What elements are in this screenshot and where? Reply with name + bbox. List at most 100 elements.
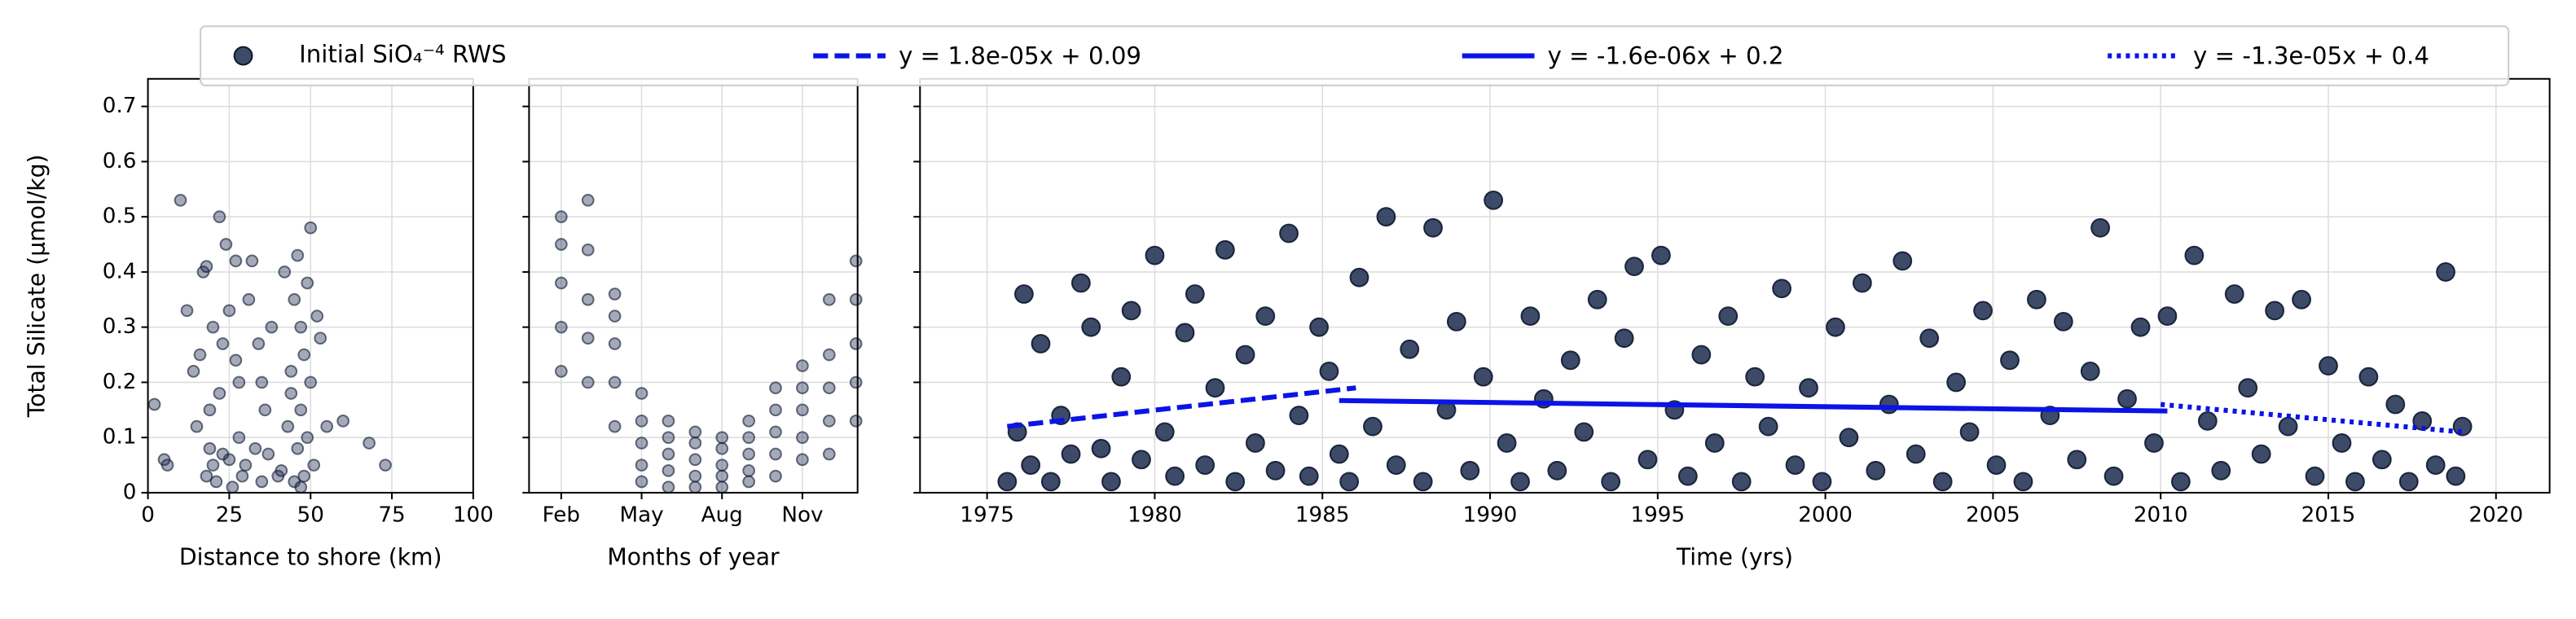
data-point [1423,217,1443,238]
data-point [275,463,288,477]
data-point [849,337,863,350]
data-point [1497,433,1517,453]
data-point [2211,460,2231,481]
panel: 1975 1980 1985 1990 1995 2000 2005 2010 2015 2020… [913,77,2551,571]
data-point [1070,273,1091,293]
data-point [160,459,174,472]
x-tick-label: 2000 [1798,503,1853,528]
data-point [1651,245,1671,266]
data-point [581,292,595,306]
data-point [1309,317,1330,337]
data-point [608,419,622,433]
data-point [1826,317,1845,337]
data-point [2067,450,2087,470]
panel: 0 0.1 0.2 0.3 0.4 0.5 0.6 0.7 0 25 50 75 100 Distance… [23,77,494,571]
data-point [1235,345,1255,365]
x-tick-label: 2015 [2301,503,2356,528]
x-tick-label: Aug [701,503,743,528]
x-tick-label: May [619,503,663,528]
data-point [635,437,648,450]
data-point [742,463,756,477]
data-point [608,310,622,323]
data-point [336,414,350,428]
data-point [662,481,675,494]
data-point [1091,438,1111,459]
data-point [742,414,756,428]
legend-label: y = 1.8e-05x + 0.09 [899,42,1141,70]
data-point [715,481,729,494]
data-point [304,375,318,389]
data-point [200,260,213,274]
data-point [1299,466,1319,486]
data-point [1510,472,1530,492]
data-point [2358,367,2379,387]
data-point [1195,455,1215,475]
data-point [1446,312,1466,331]
data-point [294,481,308,494]
data-point [635,475,648,489]
data-point [1637,450,1658,470]
data-point [1919,328,1940,349]
data-point [294,403,308,417]
data-point [232,375,246,389]
x-tick-label: 1990 [1463,503,1518,528]
data-point [1132,450,1151,470]
data-point [2157,306,2178,327]
data-point [2224,284,2244,304]
data-point [147,397,161,411]
data-point [581,193,595,207]
data-point [1145,245,1165,266]
data-point [1624,257,1644,277]
data-point [662,447,675,461]
x-tick-label: 100 [453,503,494,528]
data-point [206,320,220,334]
data-point [1547,460,1567,481]
legend-label: Initial SiO₄⁻⁴ RWS [299,41,507,68]
data-point [688,425,702,439]
data-point [2345,472,2365,492]
data-point [822,381,836,395]
data-point [1785,455,1805,475]
data-point [715,441,729,455]
data-point [1319,361,1339,381]
data-point [1932,472,1953,492]
data-point [796,431,809,445]
data-point [209,475,223,489]
data-point [2013,472,2033,492]
data-point [1329,444,1349,464]
data-point [2053,312,2073,331]
data-point [849,414,863,428]
data-point [796,359,809,372]
data-point [284,387,298,400]
data-point [1704,433,1725,453]
legend-label: y = -1.6e-06x + 0.2 [1548,42,1784,70]
y-tick-label: 0.3 [103,314,137,339]
data-point [2238,378,2258,398]
data-point [1946,372,1967,393]
x-tick-label: 2020 [2468,503,2523,528]
data-point [1061,444,1081,464]
data-point [1081,317,1101,337]
data-point [294,320,308,334]
data-point [206,459,220,472]
data-point [581,243,595,257]
x-tick-label: 1975 [960,503,1014,528]
data-point [219,238,233,251]
data-point [2425,455,2446,475]
data-point [1349,267,1369,288]
data-point [822,447,836,461]
data-point [2452,416,2473,437]
data-point [2292,289,2311,310]
data-point [2319,356,2338,376]
legend-label: y = -1.3e-05x + 0.4 [2193,42,2429,70]
data-point [1386,455,1406,475]
data-point [688,453,702,467]
data-point [1839,428,1859,448]
data-point [1601,472,1621,492]
data-point [255,375,269,389]
data-point [291,248,305,262]
data-point [1279,223,1299,244]
data-point [203,441,217,455]
y-tick-label: 0.6 [103,149,137,173]
